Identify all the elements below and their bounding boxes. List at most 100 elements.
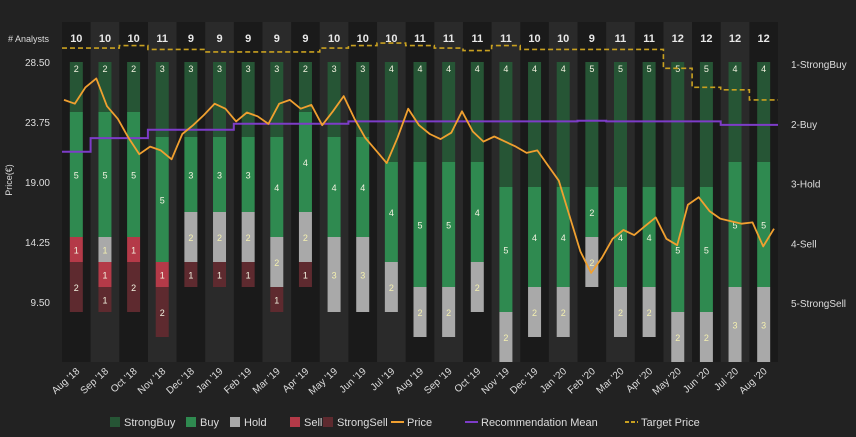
bar-label-strongsell-0: 2 (74, 283, 79, 293)
bar-hold-12 (413, 287, 427, 337)
bar-label-buy-16: 4 (532, 233, 537, 243)
bar-buy-4 (184, 137, 198, 212)
bar-buy-2 (127, 112, 141, 237)
y-tick-label: 28.50 (25, 58, 50, 69)
bar-label-hold-24: 3 (761, 321, 766, 331)
bar-label-strongsell-2: 2 (131, 283, 136, 293)
bar-buy-16 (528, 187, 542, 287)
analyst-count-19: 11 (615, 33, 627, 45)
bar-strongbuy-18 (585, 62, 599, 187)
bar-strongbuy-16 (528, 62, 542, 187)
legend-label-hold: Hold (244, 417, 267, 429)
legend-swatch-buy (186, 417, 196, 427)
bar-hold-1 (98, 237, 112, 262)
x-tick-label-7: Mar '19 (251, 366, 283, 397)
bar-label-buy-17: 4 (561, 233, 566, 243)
bar-sell-0 (69, 237, 83, 262)
bar-label-hold-18: 2 (589, 258, 594, 268)
bar-strongbuy-8 (298, 62, 312, 112)
analyst-count-15: 11 (500, 33, 512, 45)
bar-hold-13 (442, 287, 456, 337)
x-tick-label-16: Dec '19 (508, 366, 541, 397)
bar-sell-2 (127, 237, 141, 262)
analyst-count-20: 11 (643, 33, 655, 45)
legend-swatch-hold (230, 417, 240, 427)
bar-strongbuy-0 (69, 62, 83, 112)
bar-buy-13 (442, 162, 456, 287)
bar-label-strongbuy-3: 3 (160, 64, 165, 74)
x-tick-label-24: Aug '20 (737, 366, 770, 397)
x-tick-label-6: Feb '19 (222, 366, 254, 397)
bar-label-strongsell-6: 1 (246, 271, 251, 281)
bar-label-hold-19: 2 (618, 308, 623, 318)
bar-hold-14 (470, 262, 484, 312)
bar-strongbuy-19 (613, 62, 627, 187)
bar-label-hold-5: 2 (217, 233, 222, 243)
bar-label-hold-10: 3 (360, 271, 365, 281)
bar-label-buy-1: 5 (102, 171, 107, 181)
bar-buy-15 (499, 187, 513, 312)
bar-hold-17 (556, 287, 570, 337)
bar-label-buy-21: 5 (675, 246, 680, 256)
legend-label-sell: Sell (304, 417, 322, 429)
bar-label-hold-21: 2 (675, 333, 680, 343)
bar-label-buy-14: 4 (475, 208, 480, 218)
y-tick-label: 19.00 (25, 178, 50, 189)
bar-label-hold-4: 2 (188, 233, 193, 243)
x-tick-label-19: Mar '20 (595, 366, 627, 397)
legend-swatch-strongsell (323, 417, 333, 427)
analyst-count-7: 9 (274, 33, 280, 45)
x-tick-label-2: Oct '18 (109, 366, 140, 395)
bar-label-buy-8: 4 (303, 158, 308, 168)
analyst-count-23: 12 (729, 33, 741, 45)
bar-strongsell-7 (270, 287, 284, 312)
legend-swatch-strongbuy (110, 417, 120, 427)
analyst-count-21: 12 (672, 33, 684, 45)
bar-buy-1 (98, 112, 112, 237)
bar-label-strongsell-1: 1 (102, 296, 107, 306)
bar-label-buy-10: 4 (360, 183, 365, 193)
legend-swatch-sell (290, 417, 300, 427)
bar-label-buy-3: 5 (160, 196, 165, 206)
bar-strongbuy-22 (699, 62, 713, 187)
bar-label-buy-2: 5 (131, 171, 136, 181)
bar-sell-1 (98, 262, 112, 287)
bar-hold-15 (499, 312, 513, 362)
analyst-count-24: 12 (758, 33, 770, 45)
bar-label-strongbuy-5: 3 (217, 64, 222, 74)
bar-label-strongsell-5: 1 (217, 271, 222, 281)
bar-label-sell-0: 1 (74, 246, 79, 256)
right-axis-label: 4-Sell (791, 239, 817, 250)
bar-label-buy-19: 4 (618, 233, 623, 243)
bar-label-buy-18: 2 (589, 208, 594, 218)
bar-hold-16 (528, 287, 542, 337)
bar-label-strongbuy-7: 3 (274, 64, 279, 74)
bar-label-buy-0: 5 (74, 171, 79, 181)
price-line (63, 77, 775, 274)
bar-label-strongbuy-9: 3 (332, 64, 337, 74)
recommendation-mean-line (62, 119, 778, 153)
bar-label-hold-15: 2 (503, 333, 508, 343)
bar-strongsell-8 (298, 262, 312, 287)
bar-buy-12 (413, 162, 427, 287)
bar-label-buy-15: 5 (503, 246, 508, 256)
analyst-count-16: 10 (528, 33, 540, 45)
x-tick-label-21: May '20 (651, 366, 684, 398)
bar-hold-5 (213, 212, 227, 262)
analyst-count-13: 11 (443, 33, 455, 45)
bar-label-hold-8: 2 (303, 233, 308, 243)
bar-hold-10 (356, 237, 370, 312)
bar-strongbuy-7 (270, 62, 284, 137)
bar-label-strongbuy-12: 4 (417, 64, 422, 74)
bar-strongbuy-9 (327, 62, 341, 137)
bar-label-hold-16: 2 (532, 308, 537, 318)
analyst-count-9: 10 (328, 33, 340, 45)
analyst-count-6: 9 (245, 33, 251, 45)
analysts-header: # Analysts (8, 34, 50, 44)
bar-label-buy-5: 3 (217, 171, 222, 181)
legend-label-strongsell: StrongSell (337, 417, 388, 429)
bar-label-strongsell-4: 1 (188, 271, 193, 281)
bar-buy-21 (671, 187, 685, 312)
bar-label-hold-13: 2 (446, 308, 451, 318)
